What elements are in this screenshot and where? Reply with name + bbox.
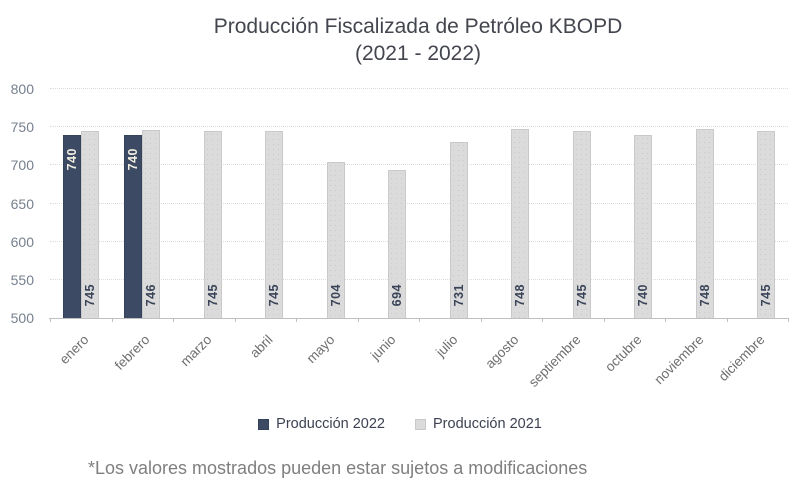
legend-item-2021: Producción 2021 bbox=[415, 416, 542, 432]
x-axis-tick bbox=[726, 318, 728, 322]
bar-febrero-2021: 746 bbox=[142, 130, 161, 318]
category-noviembre: 748 bbox=[665, 89, 727, 318]
bar-noviembre-2021: 748 bbox=[695, 128, 714, 318]
legend-swatch-2022 bbox=[258, 418, 270, 430]
bar-value-label-febrero-2021: 746 bbox=[144, 283, 159, 306]
x-axis-tick bbox=[788, 318, 789, 322]
chart-subtitle: (2021 - 2022) bbox=[354, 42, 482, 65]
y-axis: 800 750 700 650 600 550 500 bbox=[0, 81, 34, 326]
gridline-650 bbox=[50, 202, 788, 204]
category-febrero: 740 746 bbox=[112, 89, 174, 318]
bar-marzo-2021: 745 bbox=[203, 130, 222, 318]
x-axis-tick bbox=[665, 318, 666, 322]
x-axis-tick bbox=[173, 318, 174, 322]
category-abril: 745 bbox=[235, 89, 297, 318]
legend-swatch-2021 bbox=[415, 418, 426, 430]
y-tick-label-550: 550 bbox=[10, 271, 34, 288]
bar-value-label-enero-2022: 740 bbox=[64, 147, 79, 171]
bar-value-label-septiembre-2021: 745 bbox=[574, 283, 589, 306]
bar-value-label-abril-2021: 745 bbox=[267, 283, 282, 306]
legend: Producción 2022 Producción 2021 bbox=[0, 416, 800, 432]
category-marzo: 745 bbox=[173, 89, 235, 318]
category-junio: 694 bbox=[358, 89, 420, 318]
bar-value-label-mayo-2021: 704 bbox=[328, 283, 343, 306]
category-agosto: 748 bbox=[481, 89, 543, 318]
x-axis-tick bbox=[50, 318, 51, 322]
bar-junio-2021: 694 bbox=[388, 169, 407, 318]
x-axis-tick bbox=[234, 318, 236, 322]
gridline-550 bbox=[50, 278, 788, 280]
x-axis-tick bbox=[480, 318, 482, 322]
gridline-700 bbox=[50, 164, 788, 166]
bar-groups: 740 745 740 746 745 745 704 694 731 748 745 740 748 7… bbox=[50, 89, 788, 318]
bar-julio-2021: 731 bbox=[449, 141, 468, 318]
gridline-750 bbox=[50, 126, 788, 128]
bar-agosto-2021: 748 bbox=[511, 128, 530, 318]
bar-value-label-febrero-2022: 740 bbox=[126, 147, 141, 171]
category-mayo: 704 bbox=[296, 89, 358, 318]
x-axis-tick bbox=[111, 318, 113, 322]
bar-value-label-agosto-2021: 748 bbox=[513, 283, 528, 306]
bar-septiembre-2021: 745 bbox=[572, 130, 591, 318]
bar-abril-2021: 745 bbox=[265, 130, 284, 318]
x-axis-tick bbox=[542, 318, 543, 322]
gridline-800 bbox=[50, 88, 788, 89]
chart-title: Producción Fiscalizada de Petróleo KBOPD bbox=[213, 15, 623, 38]
bar-mayo-2021: 704 bbox=[326, 162, 345, 318]
y-tick-label-700: 700 bbox=[10, 157, 34, 174]
bar-value-label-julio-2021: 731 bbox=[451, 283, 466, 306]
y-tick-label-600: 600 bbox=[10, 233, 34, 250]
bar-octubre-2021: 740 bbox=[634, 134, 653, 318]
bar-enero-2022: 740 bbox=[62, 134, 81, 318]
bar-value-label-marzo-2021: 745 bbox=[205, 283, 220, 306]
bar-value-label-noviembre-2021: 748 bbox=[697, 283, 712, 306]
x-axis-labels: enero febrero marzo abril mayo junio julio agos… bbox=[50, 318, 788, 403]
bar-value-label-octubre-2021: 740 bbox=[636, 283, 651, 306]
bar-value-label-junio-2021: 694 bbox=[390, 283, 405, 306]
y-tick-label-800: 800 bbox=[10, 81, 34, 97]
x-axis-tick bbox=[296, 318, 297, 322]
chart-title-block: Producción Fiscalizada de Petróleo KBOPD… bbox=[40, 13, 796, 67]
category-diciembre: 745 bbox=[727, 89, 789, 318]
x-axis-tick bbox=[357, 318, 359, 322]
bar-enero-2021: 745 bbox=[80, 130, 99, 318]
footnote: *Los valores mostrados pueden estar suje… bbox=[88, 458, 588, 478]
x-axis-tick bbox=[603, 318, 605, 322]
y-tick-label-650: 650 bbox=[10, 195, 34, 212]
legend-item-2022: Producción 2022 bbox=[258, 416, 385, 432]
category-septiembre: 745 bbox=[542, 89, 604, 318]
category-julio: 731 bbox=[419, 89, 481, 318]
legend-label: Producción 2021 bbox=[433, 416, 542, 432]
x-axis-tick bbox=[419, 318, 420, 322]
bar-diciembre-2021: 745 bbox=[757, 130, 776, 318]
bar-febrero-2022: 740 bbox=[124, 134, 143, 318]
bar-value-label-enero-2021: 745 bbox=[82, 283, 97, 306]
bar-value-label-diciembre-2021: 745 bbox=[759, 283, 774, 306]
category-octubre: 740 bbox=[604, 89, 666, 318]
plot-area: 740 745 740 746 745 745 704 694 731 748 745 740 748 7… bbox=[49, 88, 789, 322]
category-enero: 740 745 bbox=[50, 89, 112, 318]
gridline-600 bbox=[50, 240, 788, 242]
y-tick-label-750: 750 bbox=[10, 119, 34, 136]
legend-label: Producción 2022 bbox=[276, 416, 385, 432]
y-tick-label-500: 500 bbox=[10, 310, 34, 326]
